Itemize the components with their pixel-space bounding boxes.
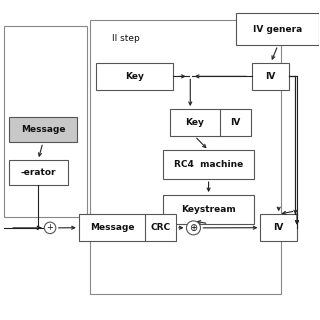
Text: IV: IV <box>266 72 276 81</box>
Bar <box>9 117 77 142</box>
Bar <box>79 214 176 241</box>
Text: -erator: -erator <box>20 168 56 177</box>
Text: Message: Message <box>21 125 65 134</box>
Circle shape <box>44 222 56 234</box>
Text: Message: Message <box>90 223 134 232</box>
Bar <box>4 26 87 217</box>
Bar <box>90 20 281 294</box>
Text: Key: Key <box>125 72 144 81</box>
Text: RC4  machine: RC4 machine <box>174 160 243 169</box>
Bar <box>236 13 319 45</box>
Bar <box>96 63 173 90</box>
Bar <box>9 160 68 186</box>
Text: IV genera: IV genera <box>253 25 302 34</box>
Bar <box>163 150 254 179</box>
Bar <box>252 63 289 90</box>
Text: +: + <box>47 223 53 232</box>
Bar <box>170 109 251 136</box>
Text: IV: IV <box>274 223 284 232</box>
Circle shape <box>187 221 200 235</box>
Text: II step: II step <box>112 34 140 43</box>
Text: CRC: CRC <box>151 223 171 232</box>
Text: Key: Key <box>185 118 204 127</box>
Text: Keystream: Keystream <box>181 205 236 214</box>
Bar <box>163 195 254 224</box>
Bar <box>260 214 297 241</box>
Text: ⊕: ⊕ <box>189 223 197 233</box>
Text: IV: IV <box>230 118 241 127</box>
